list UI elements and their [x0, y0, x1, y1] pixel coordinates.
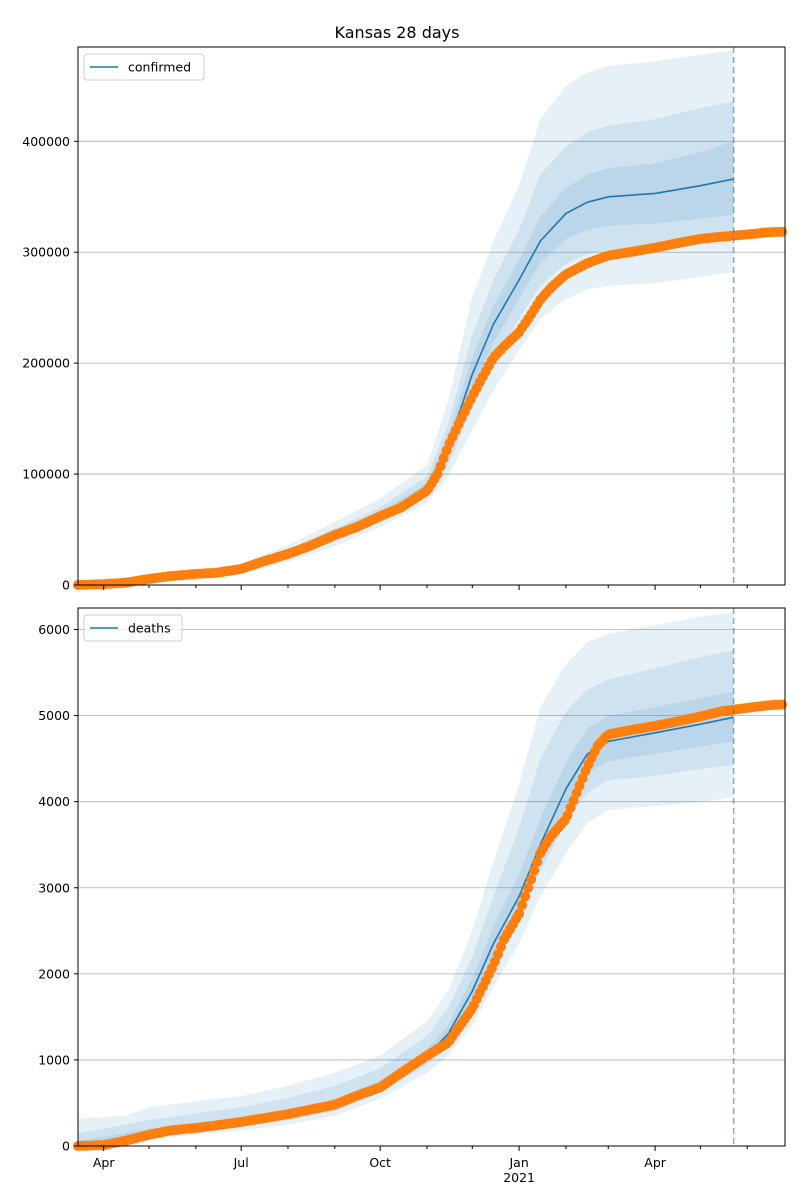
xtick-label: 2021: [503, 1170, 535, 1185]
ytick-label: 0: [62, 1139, 70, 1154]
ytick-label: 5000: [38, 708, 70, 723]
xtick-label: Apr: [644, 1155, 666, 1170]
legend-box: [83, 614, 183, 642]
xtick-label: Jan: [508, 1155, 528, 1170]
axes-frame: [77, 607, 786, 1147]
observed-points: [73, 226, 787, 590]
ytick-label: 400000: [22, 134, 70, 149]
ytick-label: 2000: [38, 966, 70, 981]
observed-points: [73, 699, 787, 1151]
xtick-label: Jul: [233, 1155, 249, 1170]
observed-point: [532, 856, 543, 867]
legend: confirmed: [83, 53, 205, 81]
chart-title: Kansas 28 days: [335, 23, 460, 42]
ytick-label: 3000: [38, 880, 70, 895]
observed-point: [526, 874, 537, 885]
observed-point: [517, 900, 528, 910]
uncertainty-band-inner: [78, 141, 734, 586]
observed-point: [529, 865, 540, 876]
panel-confirmed: 0 100000 200000 300000 400000 confirmed: [22, 46, 787, 593]
ytick-label: 200000: [22, 356, 70, 371]
ytick-label: 100000: [22, 467, 70, 482]
panel-deaths: 0 1000 2000 3000 4000 5000 6000 Apr Jul Oct Jan202…: [38, 607, 787, 1185]
legend-box: [83, 53, 205, 81]
observed-point: [432, 469, 443, 480]
uncertainty-band-inner: [78, 691, 734, 1146]
ytick-label: 6000: [38, 622, 70, 637]
observed-point: [435, 461, 446, 472]
ytick-label: 0: [62, 578, 70, 593]
uncertainty-band-outer: [78, 612, 734, 1146]
observed-point: [514, 908, 525, 919]
observed-point: [520, 891, 531, 902]
observed-point: [523, 882, 534, 893]
ytick-label: 1000: [38, 1052, 70, 1067]
uncertainty-band-outer: [78, 50, 734, 586]
legend-label: confirmed: [128, 60, 191, 75]
ytick-label: 300000: [22, 245, 70, 260]
axes-frame: [77, 46, 786, 586]
uncertainty-band-mid: [78, 650, 734, 1146]
legend-label: deaths: [128, 621, 171, 636]
ytick-label: 4000: [38, 794, 70, 809]
xtick-label: Apr: [93, 1155, 115, 1170]
uncertainty-band-mid: [78, 101, 734, 586]
xtick-label: Oct: [369, 1155, 391, 1170]
observed-point: [438, 453, 449, 464]
legend: deaths: [83, 614, 183, 642]
